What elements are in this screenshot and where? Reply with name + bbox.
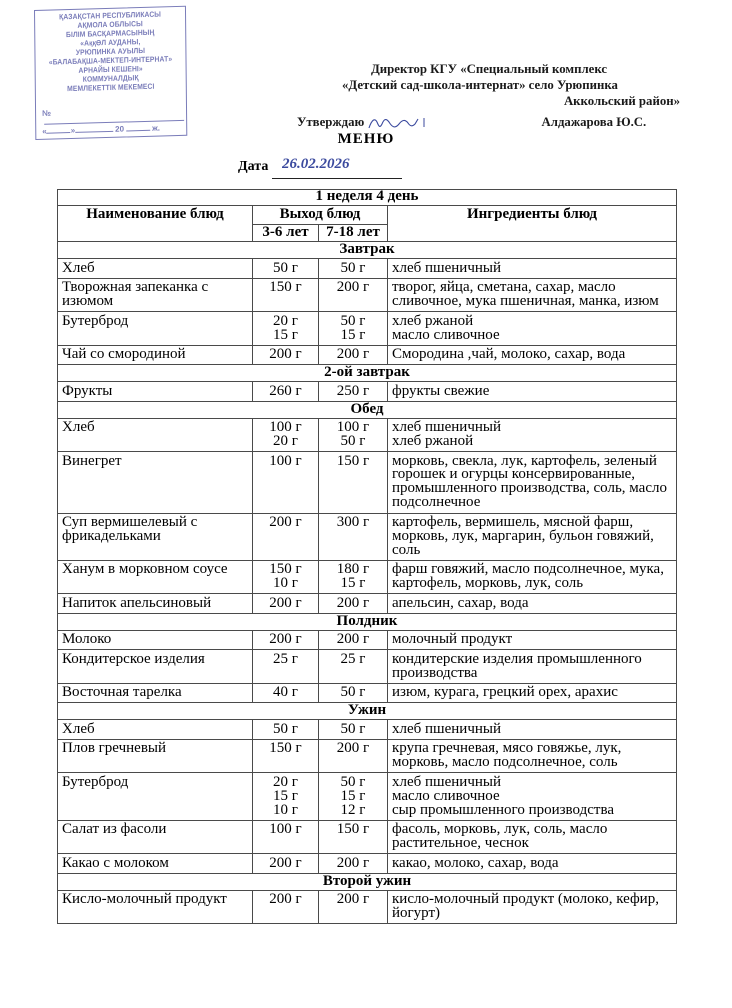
- svg-text:26.02.2026: 26.02.2026: [282, 156, 350, 172]
